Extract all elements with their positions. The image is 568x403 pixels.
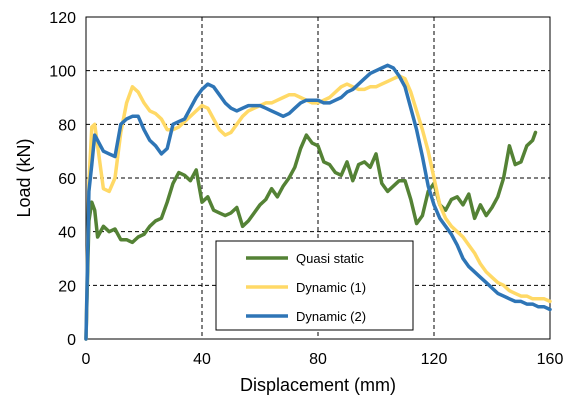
y-tick-label: 100 <box>49 64 76 81</box>
plot-area-frame <box>85 16 551 340</box>
x-tick-label: 80 <box>309 351 327 368</box>
x-tick-label: 0 <box>82 351 91 368</box>
y-tick-label: 80 <box>58 117 76 134</box>
series-line-2 <box>84 74 552 341</box>
series-line-1 <box>84 130 538 341</box>
legend-label-3: Dynamic (2) <box>296 309 366 324</box>
tick-labels: 0 40 80 120 160 0 20 40 60 80 100 120 <box>49 10 563 368</box>
y-tick-label: 0 <box>67 332 76 349</box>
x-tick-label: 160 <box>537 351 564 368</box>
y-tick-label: 40 <box>58 225 76 242</box>
y-axis-title: Load (kN) <box>14 138 34 217</box>
legend: Quasi static Dynamic (1) Dynamic (2) <box>215 240 414 331</box>
x-tick-label: 40 <box>193 351 211 368</box>
series-layer <box>84 63 552 341</box>
series-line-3 <box>84 63 552 341</box>
x-tick-label: 120 <box>421 351 448 368</box>
y-tick-label: 20 <box>58 278 76 295</box>
x-axis-title: Displacement (mm) <box>240 375 396 395</box>
legend-label-1: Quasi static <box>296 251 364 266</box>
legend-label-2: Dynamic (1) <box>296 280 366 295</box>
y-tick-label: 60 <box>58 171 76 188</box>
y-tick-label: 120 <box>49 10 76 27</box>
